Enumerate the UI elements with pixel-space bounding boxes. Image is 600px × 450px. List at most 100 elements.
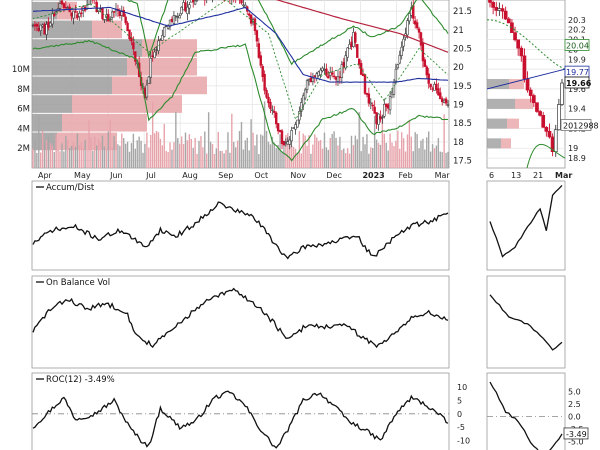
volume-bar xyxy=(215,148,218,168)
inset-roc-axis-tick-label: 2.5 xyxy=(568,400,581,409)
volume-bar xyxy=(51,145,54,168)
volume-bar xyxy=(150,134,152,168)
candle-body xyxy=(350,41,353,47)
candle-body xyxy=(408,13,411,22)
volume-bar xyxy=(283,144,285,168)
volume-bar xyxy=(175,111,177,168)
inset-roc-axis-tick-label: -5.0 xyxy=(568,438,584,447)
volume-by-price-bar-up xyxy=(92,20,122,39)
volume-bar xyxy=(265,130,268,168)
volume-bar xyxy=(153,133,156,168)
candle-body xyxy=(446,104,450,106)
volume-bar xyxy=(49,142,52,168)
candle-body xyxy=(294,124,297,130)
volume-bar xyxy=(256,134,258,168)
volume-bar xyxy=(204,131,206,168)
candle-body xyxy=(423,59,427,67)
volume-bar xyxy=(82,148,84,168)
price-value-label: 19.77 xyxy=(566,68,589,77)
inset-candle-body xyxy=(491,2,495,8)
candle-body xyxy=(303,89,307,99)
price-value-label: 2012988 xyxy=(563,122,599,131)
volume-bar xyxy=(53,151,55,168)
volume-bar xyxy=(244,140,247,168)
volume-bar xyxy=(339,136,341,168)
volume-bar xyxy=(70,145,73,168)
price-axis-tick-label: 19 xyxy=(453,101,464,111)
inset-candle-body xyxy=(535,102,539,112)
candle-body xyxy=(128,29,131,39)
volume-bar xyxy=(260,134,262,168)
volume-bar xyxy=(57,149,59,168)
candle-body xyxy=(444,98,448,104)
candle-body xyxy=(174,15,178,18)
volume-bar xyxy=(124,143,127,168)
candle-body xyxy=(334,76,338,80)
volume-bar xyxy=(171,149,173,168)
month-axis-label: Apr xyxy=(38,171,53,180)
volume-bar xyxy=(194,137,196,168)
month-axis-label: May xyxy=(74,171,91,180)
candle-body xyxy=(278,130,282,133)
candle-body xyxy=(240,0,243,4)
candle-body xyxy=(392,81,396,95)
candle-body xyxy=(388,96,392,111)
volume-bar xyxy=(140,140,142,168)
volume-bar xyxy=(362,136,364,168)
candle-body xyxy=(344,55,347,69)
candle-body xyxy=(431,88,434,90)
volume-bar xyxy=(144,143,146,168)
candle-body xyxy=(132,42,135,50)
volume-bar xyxy=(155,130,158,168)
volume-bar xyxy=(408,119,411,168)
inset-candle-body xyxy=(500,8,505,12)
roc-line xyxy=(32,390,449,449)
candle-body xyxy=(76,14,79,19)
volume-bar xyxy=(304,135,306,168)
candle-body xyxy=(78,12,81,17)
volume-bar xyxy=(184,132,187,168)
candle-body xyxy=(147,76,151,84)
volume-bar xyxy=(337,145,339,168)
candle-body xyxy=(43,23,46,35)
volume-by-price-bar-down xyxy=(32,95,72,113)
volume-bar xyxy=(275,147,277,168)
volume-bar xyxy=(310,153,312,168)
candle-body xyxy=(313,75,317,77)
volume-bar xyxy=(443,114,445,168)
price-axis-tick-label: 21 xyxy=(453,26,464,36)
candle-body xyxy=(348,44,351,50)
candle-body xyxy=(163,27,166,37)
volume-bar xyxy=(233,141,235,168)
volume-bar xyxy=(439,151,441,168)
volume-bar xyxy=(350,135,353,168)
volume-bar xyxy=(424,149,426,168)
volume-bar xyxy=(331,133,333,168)
volume-bar xyxy=(252,132,254,168)
volume-bar xyxy=(190,138,192,168)
candle-body xyxy=(298,111,301,121)
volume-bar xyxy=(123,138,125,168)
price-axis-tick-label: 20 xyxy=(453,63,464,73)
roc-axis-tick-label: 10 xyxy=(457,383,467,392)
volume-bar xyxy=(393,146,395,168)
volume-axis-tick-label: 6M xyxy=(17,105,30,115)
candle-body xyxy=(321,67,324,72)
inset-price-axis-tick-label: 20.2 xyxy=(568,26,586,35)
month-axis-label: Nov xyxy=(290,171,306,180)
volume-bar xyxy=(269,144,272,168)
volume-bar xyxy=(416,133,418,168)
volume-bar xyxy=(441,152,443,168)
month-axis-label: Mar xyxy=(435,171,451,180)
volume-bar xyxy=(327,149,330,168)
volume-bar xyxy=(319,139,322,168)
candle-body xyxy=(182,2,185,11)
candle-body xyxy=(396,64,400,69)
volume-axis-tick-label: 8M xyxy=(17,85,30,95)
candle-body xyxy=(327,75,330,79)
roc-axis-tick-label: 0 xyxy=(457,410,462,419)
volume-bar xyxy=(206,153,208,168)
volume-bar xyxy=(36,152,38,168)
indicator-inset-line xyxy=(489,294,563,351)
inset-volume-by-price-bar-up xyxy=(515,98,533,109)
